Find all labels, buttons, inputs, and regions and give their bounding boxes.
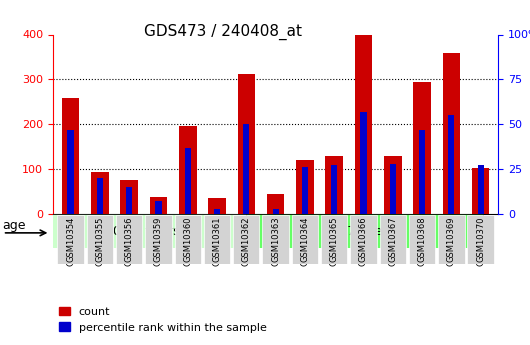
Text: GSM10362: GSM10362	[242, 216, 251, 262]
FancyBboxPatch shape	[379, 215, 406, 264]
Bar	[390, 164, 396, 214]
FancyBboxPatch shape	[262, 215, 289, 264]
Bar	[360, 112, 367, 214]
Bar	[237, 74, 255, 214]
Bar	[179, 126, 197, 214]
FancyBboxPatch shape	[204, 215, 230, 264]
Bar	[296, 160, 314, 214]
FancyBboxPatch shape	[246, 214, 483, 248]
Bar	[384, 157, 402, 214]
Bar	[184, 148, 191, 214]
Bar	[214, 208, 220, 214]
Bar	[67, 130, 74, 214]
FancyBboxPatch shape	[38, 214, 246, 248]
Bar	[208, 198, 226, 214]
Bar	[97, 178, 103, 214]
FancyBboxPatch shape	[467, 215, 494, 264]
FancyBboxPatch shape	[145, 215, 172, 264]
Bar	[62, 98, 80, 214]
Text: 65-71 years: 65-71 years	[327, 225, 402, 238]
Text: GSM10363: GSM10363	[271, 216, 280, 262]
Bar	[355, 36, 372, 214]
Text: GSM10367: GSM10367	[388, 216, 398, 262]
Bar	[272, 208, 279, 214]
Text: GSM10355: GSM10355	[95, 216, 104, 262]
Legend: count, percentile rank within the sample: count, percentile rank within the sample	[58, 307, 267, 333]
Text: GSM10354: GSM10354	[66, 216, 75, 262]
Text: GSM10367: GSM10367	[388, 217, 398, 266]
Bar	[155, 201, 162, 214]
Text: GSM10359: GSM10359	[154, 217, 163, 266]
FancyBboxPatch shape	[409, 215, 435, 264]
Text: GSM10369: GSM10369	[447, 217, 456, 266]
Bar	[325, 157, 343, 214]
Text: GSM10356: GSM10356	[125, 216, 134, 262]
FancyBboxPatch shape	[116, 215, 143, 264]
FancyBboxPatch shape	[87, 215, 113, 264]
Bar	[91, 172, 109, 214]
Text: GDS473 / 240408_at: GDS473 / 240408_at	[144, 24, 302, 40]
Text: GSM10370: GSM10370	[476, 216, 485, 262]
Text: 20-29 years: 20-29 years	[105, 225, 179, 238]
Text: GSM10370: GSM10370	[476, 217, 485, 266]
Text: GSM10356: GSM10356	[125, 217, 134, 266]
FancyBboxPatch shape	[292, 215, 318, 264]
Bar	[472, 168, 489, 214]
Text: GSM10355: GSM10355	[95, 217, 104, 266]
Text: GSM10365: GSM10365	[330, 216, 339, 262]
Text: GSM10368: GSM10368	[418, 216, 427, 262]
Text: GSM10354: GSM10354	[66, 217, 75, 266]
Text: GSM10361: GSM10361	[213, 216, 222, 262]
Text: GSM10366: GSM10366	[359, 216, 368, 262]
Bar	[448, 115, 454, 214]
FancyBboxPatch shape	[438, 215, 464, 264]
FancyBboxPatch shape	[57, 215, 84, 264]
Text: GSM10363: GSM10363	[271, 217, 280, 266]
Bar	[302, 167, 308, 214]
FancyBboxPatch shape	[321, 215, 347, 264]
Text: GSM10360: GSM10360	[183, 217, 192, 266]
Bar	[149, 197, 167, 214]
Text: age: age	[3, 219, 26, 233]
Bar	[478, 166, 484, 214]
Text: GSM10368: GSM10368	[418, 217, 427, 266]
Bar	[126, 187, 132, 214]
Text: GSM10365: GSM10365	[330, 217, 339, 266]
Bar	[419, 130, 425, 214]
Text: GSM10366: GSM10366	[359, 217, 368, 266]
FancyBboxPatch shape	[350, 215, 377, 264]
Text: GSM10364: GSM10364	[301, 217, 310, 266]
Bar	[413, 82, 431, 214]
Text: GSM10359: GSM10359	[154, 216, 163, 262]
Text: GSM10369: GSM10369	[447, 216, 456, 262]
Text: GSM10360: GSM10360	[183, 216, 192, 262]
Bar	[443, 53, 460, 214]
Bar	[331, 166, 337, 214]
Bar	[267, 194, 285, 214]
FancyBboxPatch shape	[233, 215, 260, 264]
Bar	[120, 180, 138, 214]
Text: GSM10362: GSM10362	[242, 217, 251, 266]
Text: GSM10364: GSM10364	[301, 216, 310, 262]
Bar	[243, 124, 250, 214]
FancyBboxPatch shape	[174, 215, 201, 264]
Text: GSM10361: GSM10361	[213, 217, 222, 266]
